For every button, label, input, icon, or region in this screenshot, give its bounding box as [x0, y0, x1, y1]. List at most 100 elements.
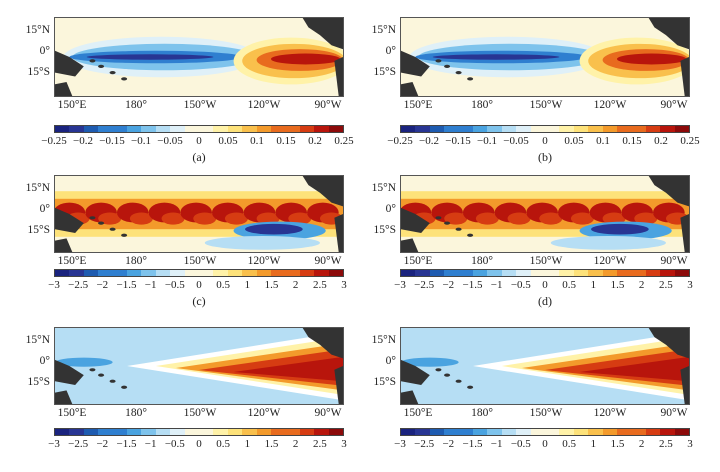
colorbar-tick: 1.5 — [610, 438, 625, 450]
land-mask — [55, 328, 343, 404]
colorbar-tick: 1.5 — [264, 279, 279, 291]
colorbar-bin — [674, 270, 690, 276]
colorbar-bin — [645, 270, 661, 276]
lat-label: 15°N — [25, 182, 50, 194]
field-shading — [55, 18, 343, 96]
colorbar-tick: −1 — [490, 438, 503, 450]
colorbar-bin — [184, 429, 200, 435]
colorbar-bin — [444, 270, 459, 276]
colorbar-bin — [328, 126, 344, 132]
colorbar-tick: 0.1 — [596, 135, 610, 147]
colorbar-tick: 2.5 — [312, 279, 327, 291]
lon-label: 180° — [125, 255, 147, 267]
panel-d: 15°N 0° 15°S 150°E 180° 150°W 120°W 90°W −3 −2.5−… — [346, 170, 693, 320]
colorbar-bin — [155, 126, 171, 132]
colorbar-bin — [256, 270, 272, 276]
lon-label: 90°W — [314, 407, 342, 419]
colorbar-bin — [501, 126, 517, 132]
colorbar-tick: 0.15 — [276, 135, 296, 147]
lat-label: 15°N — [371, 24, 396, 36]
map-canvas-b — [401, 18, 689, 96]
colorbar-tick: −0.05 — [157, 135, 183, 147]
lat-label: 0° — [39, 45, 50, 57]
colorbar-tick: 0 — [196, 438, 202, 450]
colorbar-tick: 3 — [687, 438, 693, 450]
colorbar-tick: −0.2 — [419, 135, 439, 147]
colorbar-tick: 2.5 — [658, 438, 673, 450]
colorbar-tick: 1.5 — [264, 438, 279, 450]
map-d — [400, 175, 690, 253]
colorbar-bin — [473, 429, 488, 435]
land-mask — [401, 328, 689, 404]
lon-label: 150°W — [529, 255, 563, 267]
lon-label: 90°W — [314, 255, 342, 267]
colorbar-bin — [271, 126, 286, 132]
colorbar-tick: 0 — [542, 438, 548, 450]
panel-a: 15°N 0° 15°S 150°E 180° 150°W 120°W 90°W −0.25 −0… — [0, 12, 354, 164]
colorbar-e — [54, 428, 344, 436]
colorbar-bin — [487, 429, 502, 435]
lon-label: 150°E — [403, 255, 433, 267]
colorbar-bin — [69, 270, 84, 276]
lon-label: 150°E — [403, 99, 433, 111]
colorbar-tick: 2 — [638, 438, 645, 450]
colorbar-bin — [631, 429, 646, 435]
colorbar-bin — [285, 429, 300, 435]
colorbar-bin — [314, 270, 329, 276]
lon-label: 180° — [125, 99, 147, 111]
colorbar-tick: −1.5 — [462, 279, 483, 291]
colorbar-bin — [83, 126, 99, 132]
colorbar-bin — [458, 429, 474, 435]
colorbar-bin — [501, 429, 517, 435]
colorbar-tick: −3 — [394, 279, 406, 291]
colorbar-tick: 0 — [542, 135, 548, 147]
colorbar-bin — [429, 270, 445, 276]
colorbar-bin — [444, 429, 459, 435]
colorbar-bin — [271, 270, 286, 276]
colorbar-tick: −0.5 — [164, 438, 185, 450]
colorbar-bin — [112, 429, 128, 435]
colorbar-tick: −3 — [48, 279, 60, 291]
colorbar-tick: −2.5 — [68, 279, 89, 291]
panel-f: 15°N 0° 15°S 150°E 180° 150°W 120°W 90°W −3 −2.5−… — [346, 322, 693, 472]
colorbar-bin — [429, 126, 445, 132]
colorbar-bin — [127, 429, 142, 435]
colorbar-bin — [660, 126, 675, 132]
colorbar-tick: 1 — [590, 279, 597, 291]
lat-label: 15°S — [373, 224, 397, 236]
lon-label: 90°W — [660, 407, 688, 419]
colorbar-bin — [127, 270, 142, 276]
lon-label: 180° — [471, 99, 493, 111]
colorbar-bin — [314, 429, 329, 435]
lon-label: 120°W — [593, 255, 627, 267]
colorbar-tick: 2.5 — [658, 279, 673, 291]
colorbar-bin — [184, 270, 200, 276]
colorbar-bin — [242, 429, 257, 435]
colorbar-tick: −0.1 — [131, 135, 151, 147]
lat-label: 15°S — [27, 224, 51, 236]
colorbar-tick: −3 — [394, 438, 406, 450]
colorbar-bin — [545, 429, 560, 435]
colorbar-bin — [617, 270, 632, 276]
lat-label: 15°S — [27, 66, 51, 78]
colorbar-bin — [559, 270, 574, 276]
colorbar-bin — [328, 270, 344, 276]
lat-label: 15°N — [25, 334, 50, 346]
colorbar-bin — [141, 270, 156, 276]
colorbar-bin — [112, 126, 128, 132]
lat-label: 15°N — [371, 334, 396, 346]
colorbar-bin — [660, 429, 675, 435]
colorbar-bin — [199, 126, 214, 132]
lon-label: 120°W — [247, 407, 281, 419]
colorbar-bin — [602, 429, 618, 435]
colorbar-bin — [530, 126, 546, 132]
lon-label: 120°W — [593, 407, 627, 419]
lon-label: 150°W — [183, 407, 217, 419]
lat-label: 15°S — [373, 376, 397, 388]
colorbar-bin — [516, 429, 531, 435]
colorbar-bin — [602, 126, 618, 132]
colorbar-tick: 0 — [196, 279, 202, 291]
colorbar-bin — [285, 126, 300, 132]
colorbar-bin — [55, 126, 70, 132]
lon-label: 180° — [125, 407, 147, 419]
